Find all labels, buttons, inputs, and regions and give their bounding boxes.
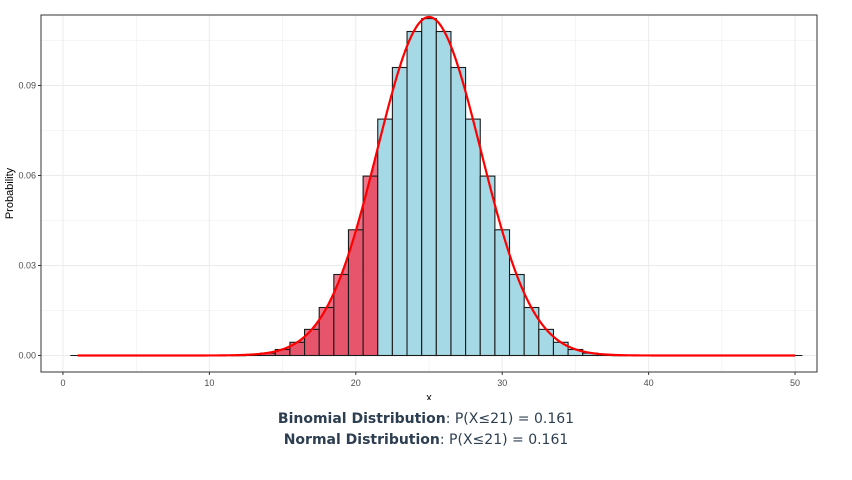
normal-curve-line xyxy=(77,15,796,357)
caption-normal-label: Normal Distribution xyxy=(283,432,440,448)
chart: 0 10 20 30 40 50 0.00 0.03 0.06 0.09 x Probabilit… xyxy=(4,14,818,400)
bar xyxy=(450,66,467,357)
bar xyxy=(391,66,408,357)
caption-binomial-label: Binomial Distribution xyxy=(277,411,446,427)
caption-normal: Normal Distribution: P(X≤21) = 0.161 xyxy=(0,432,852,448)
x-tick-label: 0 xyxy=(60,378,65,388)
bar xyxy=(362,175,379,357)
bar xyxy=(479,175,496,357)
y-axis-title: Probability xyxy=(4,167,16,219)
axes: 0 10 20 30 40 50 0.00 0.03 0.06 0.09 xyxy=(18,81,800,389)
x-tick-label: 50 xyxy=(790,378,800,388)
y-tick-label: 0.00 xyxy=(18,351,36,361)
bar xyxy=(406,30,423,357)
x-axis-title: x xyxy=(426,392,432,400)
bar xyxy=(421,18,437,357)
normal-curve xyxy=(77,15,796,357)
x-tick-label: 40 xyxy=(644,378,654,388)
bar xyxy=(435,30,452,357)
panel-border xyxy=(40,14,818,373)
bar xyxy=(377,118,393,357)
bar xyxy=(465,118,481,357)
bars xyxy=(70,18,803,357)
caption-binomial-value: : P(X≤21) = 0.161 xyxy=(445,411,575,427)
y-tick-label: 0.06 xyxy=(18,171,36,181)
x-tick-label: 20 xyxy=(351,378,361,388)
x-tick-label: 10 xyxy=(204,378,214,388)
x-tick-label: 30 xyxy=(497,378,507,388)
y-tick-label: 0.09 xyxy=(18,81,36,91)
caption-binomial: Binomial Distribution: P(X≤21) = 0.161 xyxy=(0,411,852,427)
y-tick-label: 0.03 xyxy=(18,261,36,271)
caption-normal-value: : P(X≤21) = 0.161 xyxy=(439,432,569,448)
